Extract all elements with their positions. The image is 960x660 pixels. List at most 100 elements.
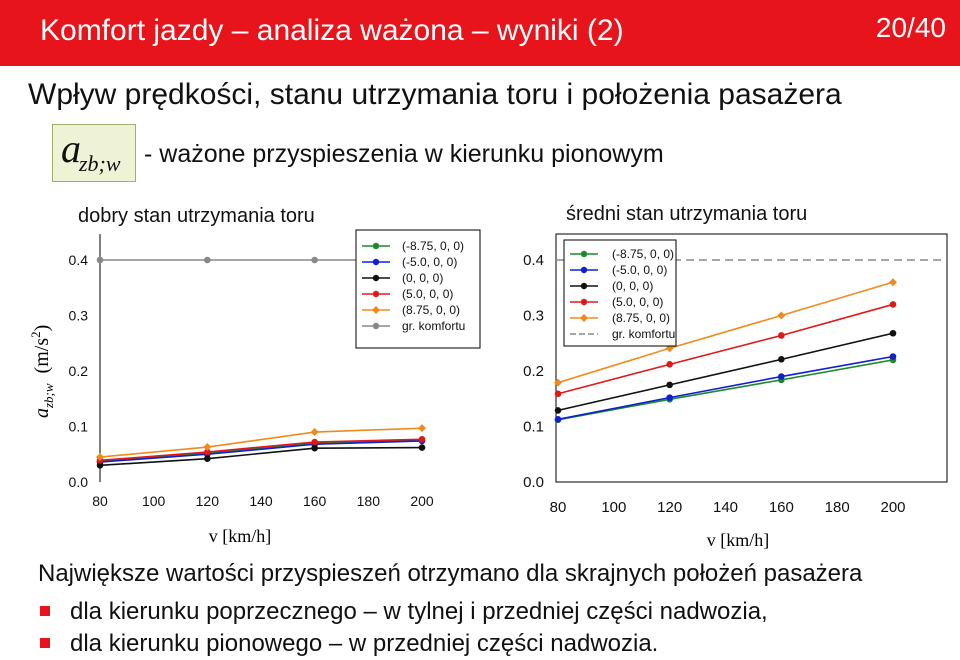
x-tick-label: 180: [825, 499, 850, 516]
data-point: [554, 415, 562, 423]
bullet-text: dla kierunku pionowego – w przedniej czę…: [70, 630, 659, 657]
x-tick-label: 100: [142, 493, 166, 509]
legend-label: (8.75, 0, 0): [612, 311, 670, 325]
bullet-square-icon: [40, 605, 50, 616]
legend-marker: [372, 322, 380, 330]
y-tick-label: 0.3: [69, 308, 89, 324]
symbol-box: a zb;w: [52, 124, 136, 182]
legend-label: (-5.0, 0, 0): [612, 263, 667, 277]
data-point: [554, 390, 562, 398]
data-point: [311, 438, 318, 446]
legend-label: (5.0, 0, 0): [612, 295, 663, 309]
y-tick-label: 0.4: [69, 252, 89, 268]
x-axis-label: v [km/h]: [209, 526, 272, 546]
data-point: [311, 444, 318, 452]
x-tick-label: 200: [880, 499, 905, 516]
y-axis-label: azb;w (m/s2): [28, 325, 56, 418]
x-tick-label: 100: [601, 499, 626, 516]
y-axis-sub: zb;w: [41, 383, 56, 409]
data-point: [96, 256, 104, 264]
legend-label: (-8.75, 0, 0): [402, 239, 464, 253]
legend-marker: [580, 250, 588, 258]
data-point: [418, 424, 426, 433]
y-tick-label: 0.3: [523, 308, 544, 325]
data-point: [889, 278, 897, 287]
page-number: 20/40: [875, 12, 946, 43]
bullet-square-icon: [40, 637, 50, 648]
y-tick-label: 0.1: [69, 419, 89, 435]
x-tick-label: 160: [769, 499, 794, 516]
x-tick-label: 140: [713, 499, 738, 516]
legend-label: (8.75, 0, 0): [402, 303, 460, 317]
legend-marker: [372, 258, 380, 266]
y-tick-label: 0.1: [523, 419, 544, 436]
legend-box: [563, 239, 677, 347]
legend-marker: [372, 274, 380, 282]
x-tick-label: 140: [249, 493, 273, 509]
x-tick-label: 80: [92, 493, 108, 509]
data-point: [778, 373, 785, 380]
legend-marker: [580, 282, 588, 290]
legend-marker: [580, 298, 588, 306]
legend-marker: [580, 314, 588, 322]
series-line: [99, 439, 423, 463]
series-line: [557, 359, 894, 421]
data-point: [778, 356, 785, 363]
chart-good-track: dobry stan utrzymania toru 0.0 0.1 0.2 0.3 0…: [69, 205, 481, 546]
legend-marker: [372, 306, 380, 314]
data-point: [418, 444, 426, 451]
data-point: [204, 256, 211, 264]
legend-label: (-8.75, 0, 0): [612, 247, 674, 261]
data-point: [554, 378, 562, 387]
legend-label: (0, 0, 0): [612, 279, 653, 293]
series-line: [557, 281, 894, 384]
symbol-subscript: zb;w: [79, 151, 121, 176]
data-point: [311, 256, 318, 264]
y-tick-label: 0.2: [523, 363, 544, 380]
series-line: [99, 438, 423, 462]
legend-label: (0, 0, 0): [402, 271, 443, 285]
data-point: [777, 311, 786, 320]
bullet-text: dla kierunku poprzecznego – w tylnej i p…: [70, 598, 768, 625]
conclusion-bullet: dla kierunku pionowego – w przedniej czę…: [40, 630, 658, 658]
x-tick-label: 120: [657, 499, 682, 516]
chart-average-track: średni stan utrzymania toru 0.0 0.1 0.2 0.3…: [523, 203, 948, 550]
series-line: [99, 440, 423, 463]
charts-area: dobry stan utrzymania toru 0.0 0.1 0.2 0.3 0…: [69, 203, 948, 550]
header-bar: Komfort jazdy – analiza ważona – wyniki …: [0, 0, 960, 66]
legend-marker: [372, 290, 380, 298]
legend-label: gr. komfortu: [612, 327, 675, 341]
legend-label: (-5.0, 0, 0): [402, 255, 457, 269]
y-tick-label: 0.4: [523, 252, 544, 269]
series-line: [99, 427, 423, 458]
slide-subtitle: Wpływ prędkości, stanu utrzymania toru i…: [28, 78, 842, 111]
data-point: [889, 353, 897, 360]
series-line: [557, 303, 894, 395]
x-tick-label: 180: [357, 493, 381, 509]
legend-marker: [372, 242, 380, 250]
slide-title: Komfort jazdy – analiza ważona – wyniki …: [40, 14, 624, 47]
conclusion-heading: Największe wartości przyspieszeń otrzyma…: [38, 560, 863, 587]
svg-text:azb;w(m/s2): azb;w (m/s2): [28, 325, 56, 418]
data-point: [204, 448, 211, 456]
data-point: [666, 394, 673, 401]
y-tick-label: 0.0: [69, 474, 89, 490]
data-point: [204, 455, 211, 462]
y-axis-symbol: a: [31, 408, 53, 418]
legend-marker: [580, 266, 588, 274]
symbol-main: a: [61, 126, 81, 171]
legend-label: gr. komfortu: [402, 319, 465, 333]
data-point: [554, 407, 562, 414]
y-tick-label: 0.0: [523, 474, 544, 491]
y-axis-unit: (m/s: [31, 338, 53, 374]
symbol-description: - ważone przyspieszenia w kierunku piono…: [144, 140, 664, 168]
plot-frame: [555, 233, 948, 483]
data-point: [203, 443, 212, 452]
data-point: [310, 428, 319, 437]
conclusion-bullet: dla kierunku poprzecznego – w tylnej i p…: [40, 598, 768, 626]
x-tick-label: 120: [196, 493, 220, 509]
series-line: [557, 355, 894, 421]
chart-title: dobry stan utrzymania toru: [78, 205, 315, 227]
x-tick-label: 160: [303, 493, 327, 509]
x-axis-label: v [km/h]: [707, 530, 770, 550]
